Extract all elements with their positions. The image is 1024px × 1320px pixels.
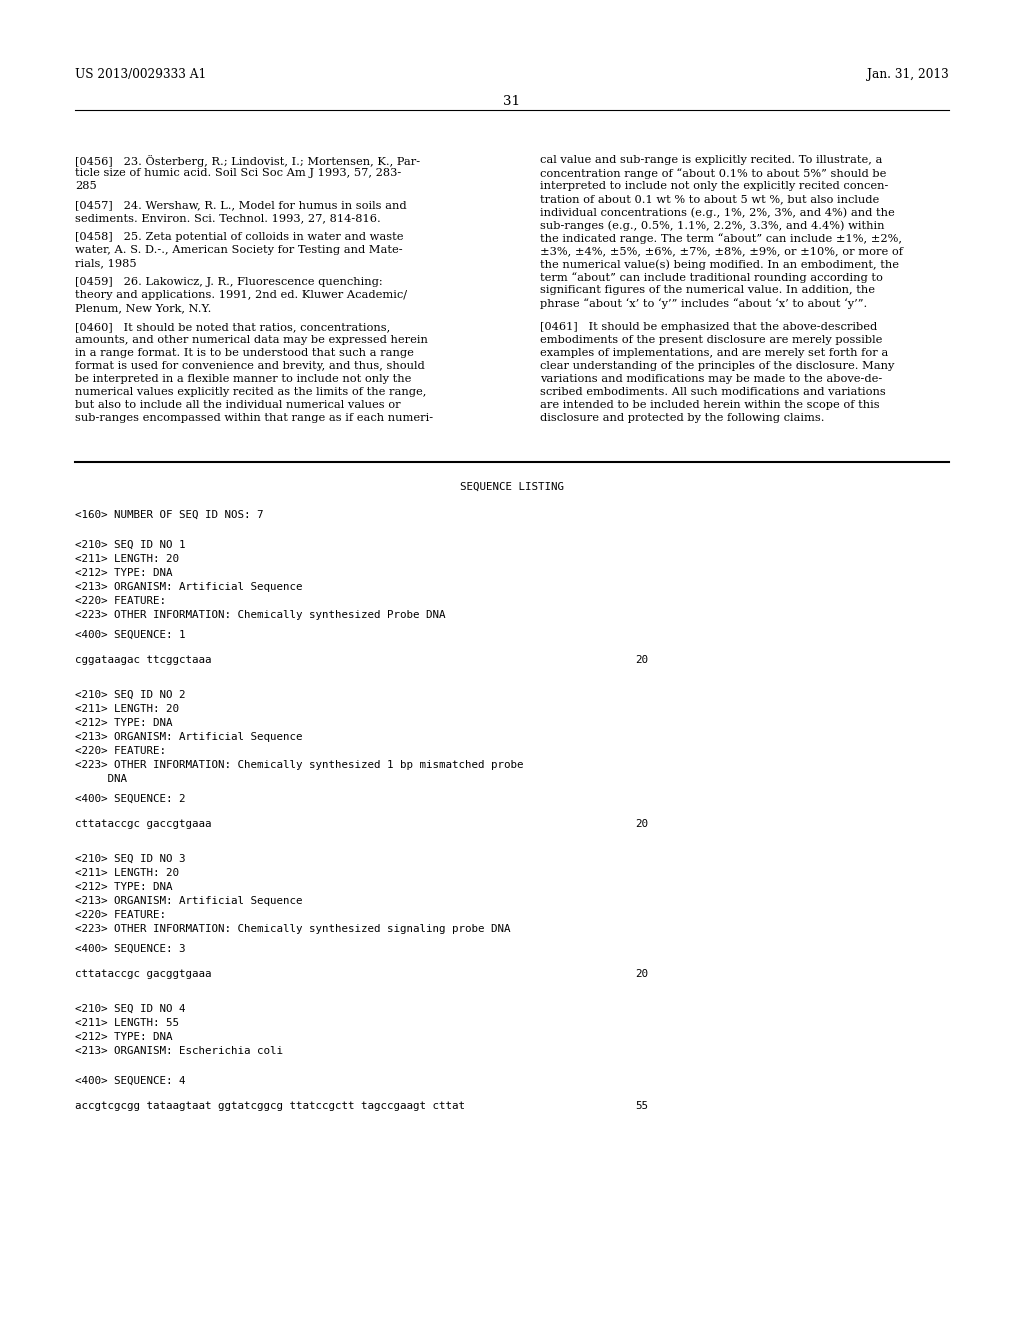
Text: accgtcgcgg tataagtaat ggtatcggcg ttatccgctt tagccgaagt cttat: accgtcgcgg tataagtaat ggtatcggcg ttatccg…: [75, 1101, 465, 1111]
Text: [0459]   26. Lakowicz, J. R., Fluorescence quenching:: [0459] 26. Lakowicz, J. R., Fluorescence…: [75, 277, 383, 286]
Text: sub-ranges encompassed within that range as if each numeri-: sub-ranges encompassed within that range…: [75, 413, 433, 422]
Text: Jan. 31, 2013: Jan. 31, 2013: [867, 69, 949, 81]
Text: phrase “about ‘x’ to ‘y’” includes “about ‘x’ to about ‘y’”.: phrase “about ‘x’ to ‘y’” includes “abou…: [540, 298, 867, 309]
Text: variations and modifications may be made to the above-de-: variations and modifications may be made…: [540, 374, 883, 384]
Text: [0456]   23. Österberg, R.; Lindovist, I.; Mortensen, K., Par-: [0456] 23. Österberg, R.; Lindovist, I.;…: [75, 154, 420, 168]
Text: significant figures of the numerical value. In addition, the: significant figures of the numerical val…: [540, 285, 874, 294]
Text: <212> TYPE: DNA: <212> TYPE: DNA: [75, 718, 172, 729]
Text: 20: 20: [635, 818, 648, 829]
Text: concentration range of “about 0.1% to about 5%” should be: concentration range of “about 0.1% to ab…: [540, 168, 887, 178]
Text: <213> ORGANISM: Escherichia coli: <213> ORGANISM: Escherichia coli: [75, 1045, 283, 1056]
Text: <400> SEQUENCE: 3: <400> SEQUENCE: 3: [75, 944, 185, 954]
Text: interpreted to include not only the explicitly recited concen-: interpreted to include not only the expl…: [540, 181, 889, 191]
Text: ticle size of humic acid. Soil Sci Soc Am J 1993, 57, 283-: ticle size of humic acid. Soil Sci Soc A…: [75, 168, 401, 178]
Text: [0461]   It should be emphasized that the above-described: [0461] It should be emphasized that the …: [540, 322, 878, 333]
Text: <213> ORGANISM: Artificial Sequence: <213> ORGANISM: Artificial Sequence: [75, 582, 302, 591]
Text: in a range format. It is to be understood that such a range: in a range format. It is to be understoo…: [75, 348, 414, 358]
Text: <213> ORGANISM: Artificial Sequence: <213> ORGANISM: Artificial Sequence: [75, 896, 302, 906]
Text: <210> SEQ ID NO 4: <210> SEQ ID NO 4: [75, 1005, 185, 1014]
Text: be interpreted in a flexible manner to include not only the: be interpreted in a flexible manner to i…: [75, 374, 412, 384]
Text: US 2013/0029333 A1: US 2013/0029333 A1: [75, 69, 206, 81]
Text: <223> OTHER INFORMATION: Chemically synthesized Probe DNA: <223> OTHER INFORMATION: Chemically synt…: [75, 610, 445, 620]
Text: Plenum, New York, N.Y.: Plenum, New York, N.Y.: [75, 304, 211, 313]
Text: 285: 285: [75, 181, 96, 191]
Text: individual concentrations (e.g., 1%, 2%, 3%, and 4%) and the: individual concentrations (e.g., 1%, 2%,…: [540, 207, 895, 218]
Text: clear understanding of the principles of the disclosure. Many: clear understanding of the principles of…: [540, 360, 894, 371]
Text: 31: 31: [504, 95, 520, 108]
Text: cttataccgc gaccgtgaaa: cttataccgc gaccgtgaaa: [75, 818, 212, 829]
Text: <211> LENGTH: 20: <211> LENGTH: 20: [75, 704, 179, 714]
Text: rials, 1985: rials, 1985: [75, 257, 136, 268]
Text: amounts, and other numerical data may be expressed herein: amounts, and other numerical data may be…: [75, 335, 428, 345]
Text: <220> FEATURE:: <220> FEATURE:: [75, 746, 166, 756]
Text: <213> ORGANISM: Artificial Sequence: <213> ORGANISM: Artificial Sequence: [75, 733, 302, 742]
Text: examples of implementations, and are merely set forth for a: examples of implementations, and are mer…: [540, 348, 888, 358]
Text: <223> OTHER INFORMATION: Chemically synthesized signaling probe DNA: <223> OTHER INFORMATION: Chemically synt…: [75, 924, 511, 935]
Text: 20: 20: [635, 969, 648, 979]
Text: theory and applications. 1991, 2nd ed. Kluwer Academic/: theory and applications. 1991, 2nd ed. K…: [75, 290, 408, 300]
Text: cggataagac ttcggctaaa: cggataagac ttcggctaaa: [75, 655, 212, 665]
Text: numerical values explicitly recited as the limits of the range,: numerical values explicitly recited as t…: [75, 387, 426, 397]
Text: <210> SEQ ID NO 2: <210> SEQ ID NO 2: [75, 690, 185, 700]
Text: tration of about 0.1 wt % to about 5 wt %, but also include: tration of about 0.1 wt % to about 5 wt …: [540, 194, 880, 205]
Text: SEQUENCE LISTING: SEQUENCE LISTING: [460, 482, 564, 492]
Text: <211> LENGTH: 20: <211> LENGTH: 20: [75, 869, 179, 878]
Text: [0458]   25. Zeta potential of colloids in water and waste: [0458] 25. Zeta potential of colloids in…: [75, 232, 403, 242]
Text: water, A. S. D.-., American Society for Testing and Mate-: water, A. S. D.-., American Society for …: [75, 246, 402, 255]
Text: <210> SEQ ID NO 3: <210> SEQ ID NO 3: [75, 854, 185, 865]
Text: embodiments of the present disclosure are merely possible: embodiments of the present disclosure ar…: [540, 335, 883, 345]
Text: term “about” can include traditional rounding according to: term “about” can include traditional rou…: [540, 272, 883, 282]
Text: cal value and sub-range is explicitly recited. To illustrate, a: cal value and sub-range is explicitly re…: [540, 154, 883, 165]
Text: <400> SEQUENCE: 4: <400> SEQUENCE: 4: [75, 1076, 185, 1086]
Text: <220> FEATURE:: <220> FEATURE:: [75, 909, 166, 920]
Text: disclosure and protected by the following claims.: disclosure and protected by the followin…: [540, 413, 824, 422]
Text: DNA: DNA: [75, 774, 127, 784]
Text: ±3%, ±4%, ±5%, ±6%, ±7%, ±8%, ±9%, or ±10%, or more of: ±3%, ±4%, ±5%, ±6%, ±7%, ±8%, ±9%, or ±1…: [540, 246, 903, 256]
Text: 55: 55: [635, 1101, 648, 1111]
Text: 20: 20: [635, 655, 648, 665]
Text: <400> SEQUENCE: 1: <400> SEQUENCE: 1: [75, 630, 185, 640]
Text: format is used for convenience and brevity, and thus, should: format is used for convenience and brevi…: [75, 360, 425, 371]
Text: <220> FEATURE:: <220> FEATURE:: [75, 597, 166, 606]
Text: but also to include all the individual numerical values or: but also to include all the individual n…: [75, 400, 400, 411]
Text: <211> LENGTH: 55: <211> LENGTH: 55: [75, 1018, 179, 1028]
Text: <400> SEQUENCE: 2: <400> SEQUENCE: 2: [75, 795, 185, 804]
Text: cttataccgc gacggtgaaa: cttataccgc gacggtgaaa: [75, 969, 212, 979]
Text: sediments. Environ. Sci. Technol. 1993, 27, 814-816.: sediments. Environ. Sci. Technol. 1993, …: [75, 213, 381, 223]
Text: are intended to be included herein within the scope of this: are intended to be included herein withi…: [540, 400, 880, 411]
Text: <212> TYPE: DNA: <212> TYPE: DNA: [75, 568, 172, 578]
Text: scribed embodiments. All such modifications and variations: scribed embodiments. All such modificati…: [540, 387, 886, 397]
Text: the indicated range. The term “about” can include ±1%, ±2%,: the indicated range. The term “about” ca…: [540, 234, 902, 244]
Text: <212> TYPE: DNA: <212> TYPE: DNA: [75, 882, 172, 892]
Text: [0457]   24. Wershaw, R. L., Model for humus in soils and: [0457] 24. Wershaw, R. L., Model for hum…: [75, 201, 407, 210]
Text: <210> SEQ ID NO 1: <210> SEQ ID NO 1: [75, 540, 185, 550]
Text: <160> NUMBER OF SEQ ID NOS: 7: <160> NUMBER OF SEQ ID NOS: 7: [75, 510, 263, 520]
Text: sub-ranges (e.g., 0.5%, 1.1%, 2.2%, 3.3%, and 4.4%) within: sub-ranges (e.g., 0.5%, 1.1%, 2.2%, 3.3%…: [540, 220, 885, 231]
Text: <223> OTHER INFORMATION: Chemically synthesized 1 bp mismatched probe: <223> OTHER INFORMATION: Chemically synt…: [75, 760, 523, 770]
Text: [0460]   It should be noted that ratios, concentrations,: [0460] It should be noted that ratios, c…: [75, 322, 390, 333]
Text: the numerical value(s) being modified. In an embodiment, the: the numerical value(s) being modified. I…: [540, 259, 899, 269]
Text: <211> LENGTH: 20: <211> LENGTH: 20: [75, 554, 179, 564]
Text: <212> TYPE: DNA: <212> TYPE: DNA: [75, 1032, 172, 1041]
